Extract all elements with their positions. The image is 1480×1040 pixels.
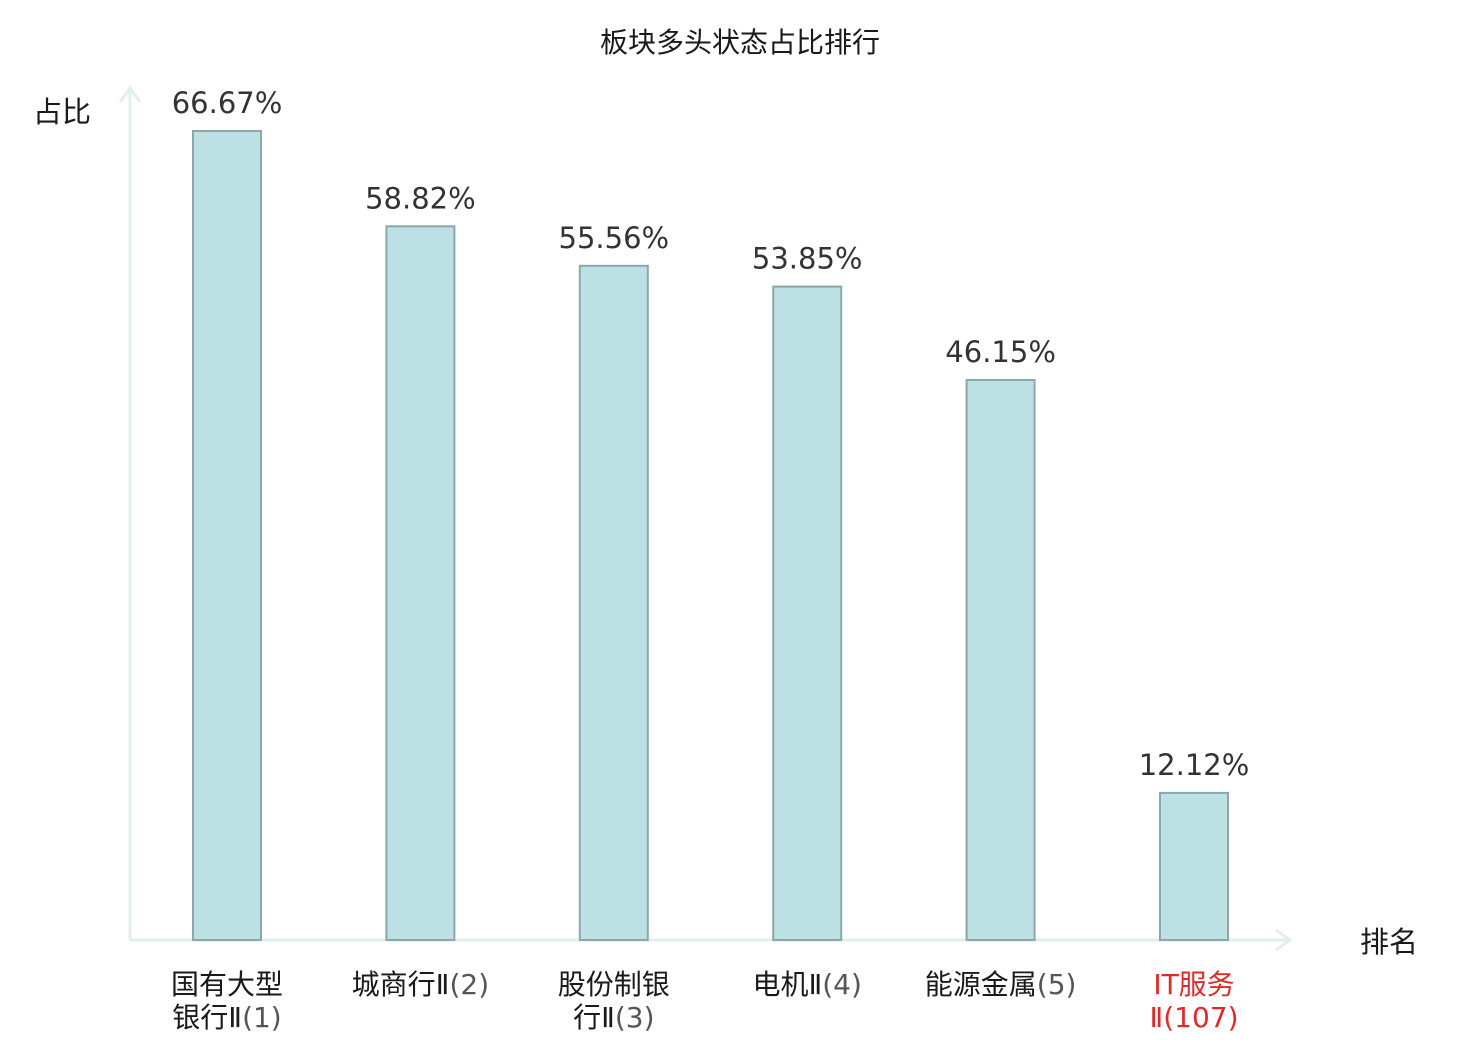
category-label-6: IT服务 Ⅱ(107) xyxy=(1149,968,1238,1034)
category-label-3: 股份制银行Ⅱ(3) xyxy=(558,968,670,1034)
category-label-line: 能源金属(5) xyxy=(925,968,1077,1001)
category-name: 电机Ⅱ xyxy=(752,968,822,1001)
bar-4 xyxy=(772,285,843,942)
category-label-4: 电机Ⅱ(4) xyxy=(752,968,861,1001)
y-axis-arrow-icon xyxy=(118,85,142,103)
value-label-2: 58.82% xyxy=(365,181,476,215)
category-label-2: 城商行Ⅱ(2) xyxy=(352,968,489,1001)
category-label-line: 国有大型 xyxy=(171,968,283,1001)
category-name: 银行Ⅱ xyxy=(172,1001,242,1034)
category-label-line: 行Ⅱ(3) xyxy=(573,1001,654,1034)
x-axis-arrow-icon xyxy=(1275,928,1293,952)
bar-6 xyxy=(1159,791,1229,942)
category-name: 行Ⅱ xyxy=(573,1001,615,1034)
chart-title: 板块多头状态占比排行 xyxy=(600,26,880,59)
bar-2 xyxy=(385,225,456,942)
bar-1 xyxy=(192,130,262,941)
category-name: 股份制银 xyxy=(558,968,670,1001)
category-label-line: 电机Ⅱ(4) xyxy=(752,968,861,1001)
category-name: 能源金属 xyxy=(925,968,1037,1001)
x-axis-label: 排名 xyxy=(1360,925,1418,959)
category-name: 国有大型 xyxy=(171,968,283,1001)
category-rank: (5) xyxy=(1037,968,1077,1001)
value-label-3: 55.56% xyxy=(559,221,670,255)
value-label-1: 66.67% xyxy=(172,86,283,120)
category-label-line: 股份制银 xyxy=(558,968,670,1001)
category-label-line: 城商行Ⅱ(2) xyxy=(352,968,489,1001)
value-label-6: 12.12% xyxy=(1139,748,1250,782)
category-label-line: Ⅱ(107) xyxy=(1149,1001,1238,1034)
bar-5 xyxy=(965,379,1036,941)
value-label-4: 53.85% xyxy=(752,242,863,276)
category-label-1: 国有大型银行Ⅱ(1) xyxy=(171,968,283,1034)
category-rank: (4) xyxy=(822,968,862,1001)
category-name: 城商行Ⅱ xyxy=(352,968,450,1001)
category-label-5: 能源金属(5) xyxy=(925,968,1077,1001)
category-name: Ⅱ(107) xyxy=(1149,1001,1238,1034)
axes xyxy=(118,85,1293,952)
bar-3 xyxy=(578,264,649,941)
category-labels-group: 国有大型银行Ⅱ(1) 城商行Ⅱ(2) 股份制银行Ⅱ(3) 电机Ⅱ(4) 能源金属(5) I… xyxy=(171,968,1239,1034)
bars-group xyxy=(192,130,1229,942)
category-label-line: 银行Ⅱ(1) xyxy=(172,1001,281,1034)
value-labels-group: 66.67% 58.82% 55.56% 53.85% 46.15% 12.12% xyxy=(172,86,1250,782)
category-rank: (3) xyxy=(615,1001,655,1034)
value-label-5: 46.15% xyxy=(945,335,1056,369)
category-rank: (1) xyxy=(242,1001,282,1034)
y-axis-label: 占比 xyxy=(33,95,91,129)
category-label-line: IT服务 xyxy=(1153,968,1234,1001)
category-name: IT服务 xyxy=(1153,968,1234,1001)
category-rank: (2) xyxy=(449,968,489,1001)
